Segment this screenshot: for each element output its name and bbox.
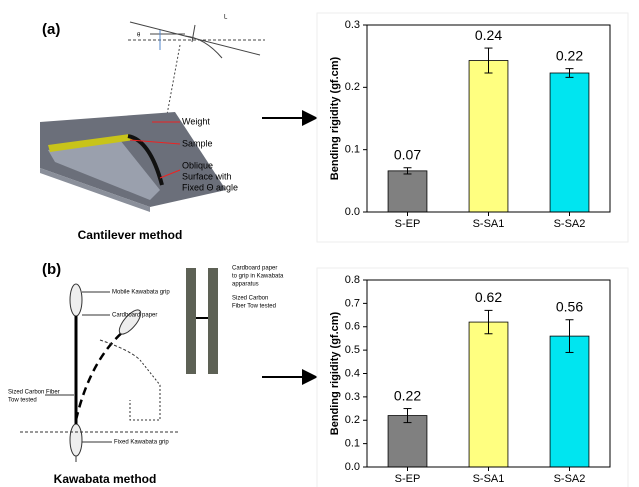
- y-tick-label: 0.0: [345, 461, 360, 473]
- x-tick-label: S-SA1: [473, 473, 505, 485]
- value-label: 0.56: [556, 298, 583, 314]
- value-label: 0.24: [475, 27, 502, 43]
- x-tick-label: S-EP: [395, 218, 421, 230]
- cardboard-photo: [186, 268, 218, 374]
- method-caption: Cantilever method: [78, 228, 183, 242]
- note-label: Fiber Tow tested: [232, 304, 276, 310]
- panel-label: (a): [42, 21, 60, 38]
- weight-label: Weight: [182, 116, 210, 126]
- surface-label: Surface with: [182, 171, 232, 181]
- grip-label: Mobile Kawabata grip: [112, 290, 170, 296]
- grip-label: Fixed Kawabata grip: [114, 440, 169, 446]
- y-tick-label: 0.1: [345, 144, 360, 156]
- length-label: L: [224, 15, 228, 21]
- kawabata-schematic: [20, 284, 180, 462]
- y-tick-label: 0.2: [345, 81, 360, 93]
- cardboard-label: Cardboard paper: [112, 313, 157, 319]
- value-label: 0.22: [556, 47, 583, 63]
- y-tick-label: 0.4: [345, 367, 360, 379]
- y-tick-label: 0.3: [345, 391, 360, 403]
- note-label: apparatus: [232, 282, 259, 288]
- value-label: 0.07: [394, 146, 421, 162]
- bar: [469, 322, 508, 467]
- y-tick-label: 0.7: [345, 297, 360, 309]
- x-tick-label: S-SA2: [554, 473, 586, 485]
- tow-label: Sized Carbon Fiber: [8, 390, 60, 396]
- angle-label: θ: [137, 33, 141, 39]
- bar: [469, 61, 508, 212]
- x-tick-label: S-SA1: [473, 218, 505, 230]
- method-caption: Kawabata method: [54, 472, 157, 486]
- y-tick-label: 0.6: [345, 321, 360, 333]
- bar: [550, 336, 589, 467]
- value-label: 0.22: [394, 387, 421, 403]
- figure: (a) θ L Weight Sample Oblique Surface wi…: [0, 0, 639, 487]
- y-axis-label: Bending rigidity (gf.cm): [329, 56, 341, 180]
- bar: [550, 73, 589, 212]
- y-axis-label: Bending rigidity (gf.cm): [329, 311, 341, 435]
- value-label: 0.62: [475, 289, 502, 305]
- y-tick-label: 0.2: [345, 414, 360, 426]
- y-tick-label: 0.0: [345, 206, 360, 218]
- note-label: Sized Carbon: [232, 296, 268, 302]
- panel-label: (b): [42, 261, 61, 278]
- y-tick-label: 0.8: [345, 274, 360, 286]
- surface-label: Oblique: [182, 160, 213, 170]
- sample-label: Sample: [182, 138, 213, 148]
- x-tick-label: S-EP: [395, 473, 421, 485]
- x-tick-label: S-SA2: [554, 218, 586, 230]
- tow-label: Tow tested: [8, 398, 37, 404]
- note-label: to grip in Kawabata: [232, 274, 284, 280]
- y-tick-label: 0.3: [345, 19, 360, 31]
- bar: [388, 171, 427, 212]
- bar: [388, 416, 427, 467]
- y-tick-label: 0.5: [345, 344, 360, 356]
- surface-label: Fixed Θ angle: [182, 182, 238, 192]
- y-tick-label: 0.1: [345, 438, 360, 450]
- note-label: Cardboard paper: [232, 266, 277, 272]
